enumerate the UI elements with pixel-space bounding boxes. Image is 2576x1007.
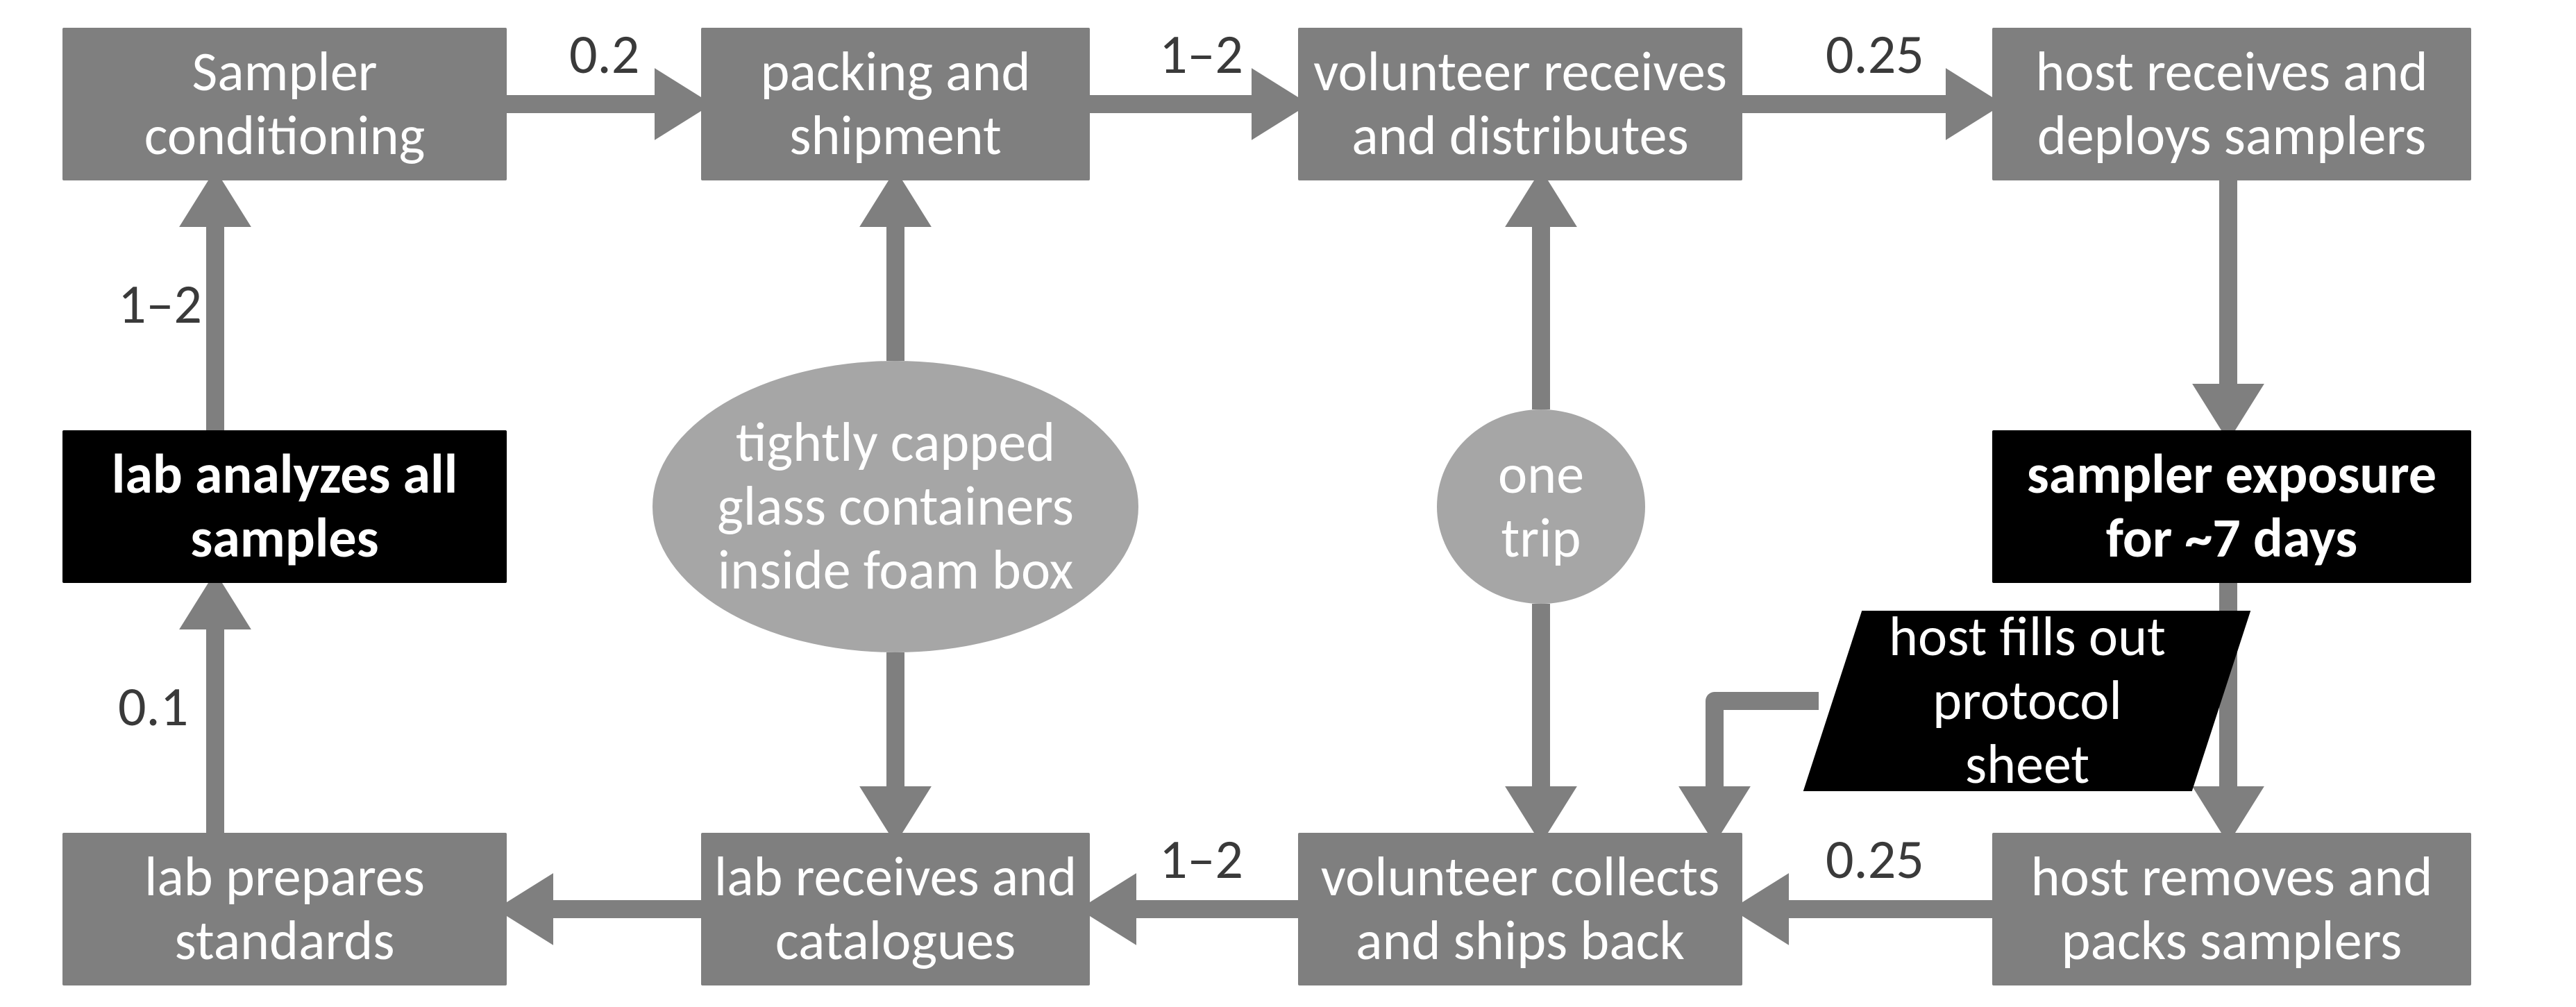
node-host-receives-deploys: host receives anddeploys samplers	[1992, 28, 2471, 180]
edge-e15	[1715, 701, 1819, 826]
edge-label-e1: 0.2	[569, 21, 639, 88]
node-label: lab analyzes allsamples	[112, 443, 458, 570]
edge-label-e2: 1–2	[1159, 21, 1243, 88]
edge-label-e7: 1–2	[1159, 826, 1243, 893]
node-sampler-conditioning: Samplerconditioning	[62, 28, 507, 180]
flowchart-canvas: Samplerconditioning packing andshipment vo…	[0, 0, 2576, 1007]
node-lab-analyzes: lab analyzes allsamples	[62, 430, 507, 583]
node-label: onetrip	[1498, 443, 1584, 570]
node-label: packing andshipment	[760, 40, 1030, 168]
node-glass-containers: tightly cappedglass containersinside foa…	[653, 361, 1138, 652]
node-volunteer-receives: volunteer receivesand distributes	[1298, 28, 1742, 180]
node-label: Samplerconditioning	[144, 40, 426, 168]
node-sampler-exposure: sampler exposurefor ~7 days	[1992, 430, 2471, 583]
node-protocol-sheet: host fills outprotocolsheet	[1803, 611, 2250, 791]
edge-label-e3: 0.25	[1826, 21, 1924, 88]
node-label: lab receives andcatalogues	[714, 845, 1077, 973]
node-packing-shipment: packing andshipment	[701, 28, 1090, 180]
node-lab-prepares-standards: lab preparesstandards	[62, 833, 507, 985]
node-label: tightly cappedglass containersinside foa…	[717, 411, 1074, 602]
edge-label-e6: 0.25	[1826, 826, 1924, 893]
edge-label-e10: 1–2	[118, 271, 202, 338]
node-label: sampler exposurefor ~7 days	[2027, 443, 2436, 570]
edge-label-e9: 0.1	[118, 673, 188, 741]
node-label: host removes andpacks samplers	[2031, 845, 2433, 973]
node-label: host receives anddeploys samplers	[2035, 40, 2427, 168]
node-label: volunteer receivesand distributes	[1313, 40, 1727, 168]
node-label: volunteer collectsand ships back	[1321, 845, 1720, 973]
node-host-removes-packs: host removes andpacks samplers	[1992, 833, 2471, 985]
node-one-trip: onetrip	[1437, 409, 1645, 604]
node-label: lab preparesstandards	[144, 845, 425, 973]
node-volunteer-collects: volunteer collectsand ships back	[1298, 833, 1742, 985]
node-label: host fills outprotocolsheet	[1889, 605, 2166, 797]
node-lab-receives-catalogues: lab receives andcatalogues	[701, 833, 1090, 985]
